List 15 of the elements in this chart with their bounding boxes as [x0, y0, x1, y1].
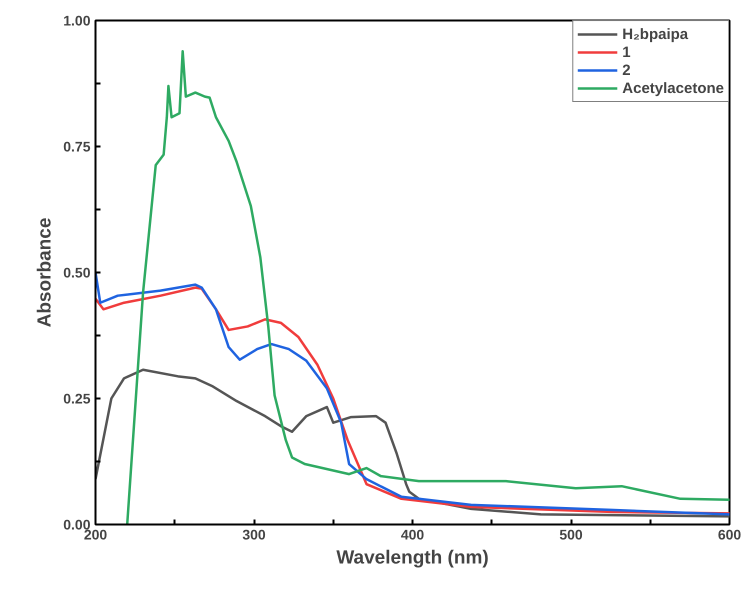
y-tick-label: 0.50 — [63, 264, 91, 280]
line-series — [96, 368, 730, 518]
y-tick-label: 0.75 — [63, 138, 91, 154]
y-tick-label: 0.25 — [63, 390, 91, 406]
x-axis-title: Wavelength (nm) — [336, 548, 489, 568]
x-tick-label: 500 — [559, 526, 583, 542]
legend-label: H₂bpaipa — [622, 25, 688, 43]
x-tick-label: 600 — [718, 526, 742, 542]
legend-label: Acetylacetone — [622, 79, 724, 97]
legend-label: 2 — [622, 61, 632, 79]
legend-label: 1 — [622, 43, 632, 61]
x-tick-label: 300 — [242, 526, 266, 542]
x-tick-label: 400 — [400, 526, 424, 542]
y-axis-title: Absorbance — [34, 218, 56, 328]
y-tick-label: 1.00 — [63, 12, 91, 28]
